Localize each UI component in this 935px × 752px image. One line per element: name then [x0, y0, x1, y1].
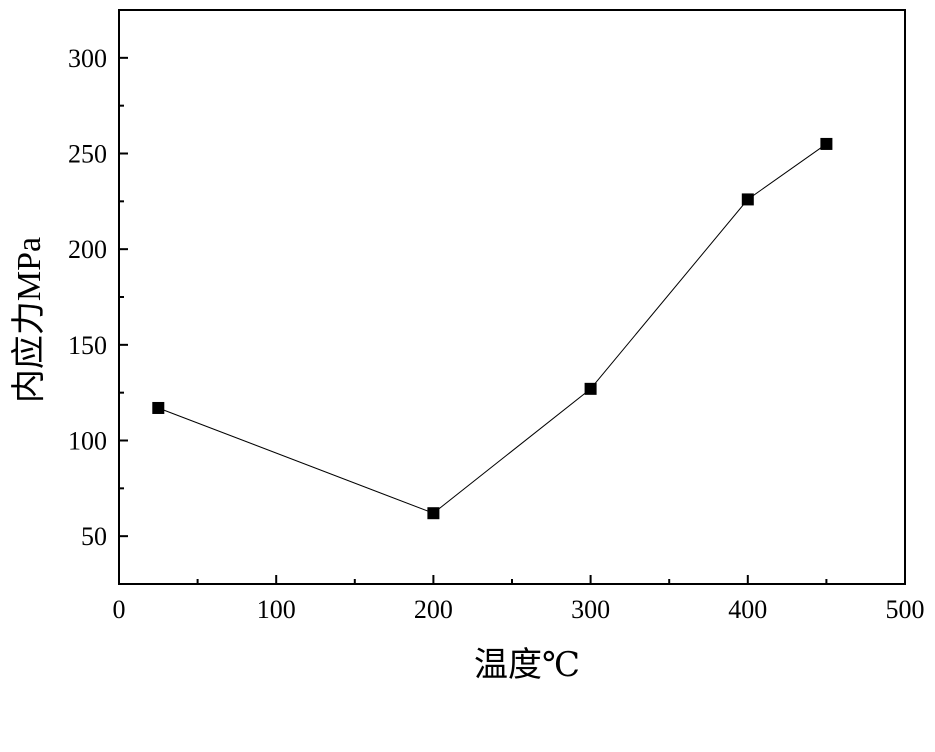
x-tick-label: 200 [414, 595, 453, 624]
x-axis-ticks: 0 100 200 300 400 500 [113, 575, 925, 624]
y-axis-title: 内应力MPa [10, 237, 48, 403]
y-tick-label: 300 [68, 44, 107, 73]
x-tick-label: 0 [113, 595, 126, 624]
data-point-marker [427, 507, 440, 520]
y-tick-label: 250 [68, 140, 107, 169]
x-tick-label: 100 [257, 595, 296, 624]
series-layer [152, 137, 833, 520]
x-tick-label: 400 [728, 595, 767, 624]
y-tick-label: 50 [81, 522, 107, 551]
y-tick-label: 200 [68, 235, 107, 264]
data-point-marker [584, 382, 597, 395]
x-axis-title: 温度℃ [474, 646, 580, 684]
data-point-marker [152, 401, 165, 414]
y-axis-ticks: 50 100 150 200 250 300 [68, 9, 128, 551]
data-point-marker [820, 137, 833, 150]
x-tick-label: 300 [571, 595, 610, 624]
plot-area-frame [118, 9, 906, 585]
y-tick-label: 100 [68, 427, 107, 456]
series-line [158, 143, 827, 514]
y-tick-label: 150 [68, 331, 107, 360]
data-point-marker [741, 193, 754, 206]
x-tick-label: 500 [886, 595, 925, 624]
